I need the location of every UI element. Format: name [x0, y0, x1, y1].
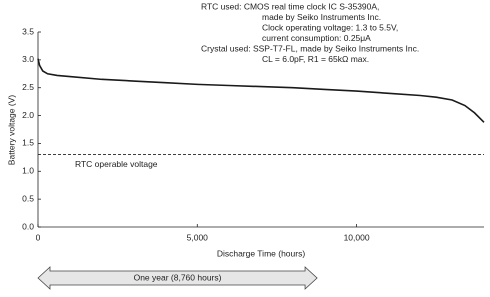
reference-label: RTC operable voltage	[75, 159, 158, 169]
y-tick-label: 1.5	[22, 138, 34, 148]
y-tick-label: 0.0	[22, 221, 34, 231]
span-arrow	[37, 266, 318, 290]
span-label: One year (8,760 hours)	[134, 272, 222, 282]
note-line: RTC used: CMOS real time clock IC S-3539…	[201, 1, 379, 11]
x-tick-label: 5,000	[187, 232, 209, 242]
y-tick-label: 3.0	[22, 54, 34, 64]
note-line: current consumption: 0.25μA	[262, 33, 371, 43]
x-tick-label: 10,000	[344, 232, 370, 242]
x-tick-label: 0	[36, 232, 41, 242]
y-tick-label: 3.5	[22, 26, 34, 36]
note-line: made by Seiko Instruments Inc.	[262, 12, 381, 22]
note-line: CL = 6.0pF, R1 = 65kΩ max.	[262, 54, 369, 64]
y-tick-label: 2.0	[22, 110, 34, 120]
y-tick-label: 0.5	[22, 193, 34, 203]
note-line: Crystal used: SSP-T7-FL, made by Seiko I…	[201, 43, 419, 53]
y-tick-label: 2.5	[22, 82, 34, 92]
note-line: Clock operating voltage: 1.3 to 5.5V,	[262, 22, 398, 32]
data-line	[37, 58, 485, 123]
x-axis-label: Discharge Time (hours)	[217, 248, 306, 258]
y-axis-label: Battery voltage (V)	[6, 95, 16, 166]
y-tick-label: 1.0	[22, 166, 34, 176]
